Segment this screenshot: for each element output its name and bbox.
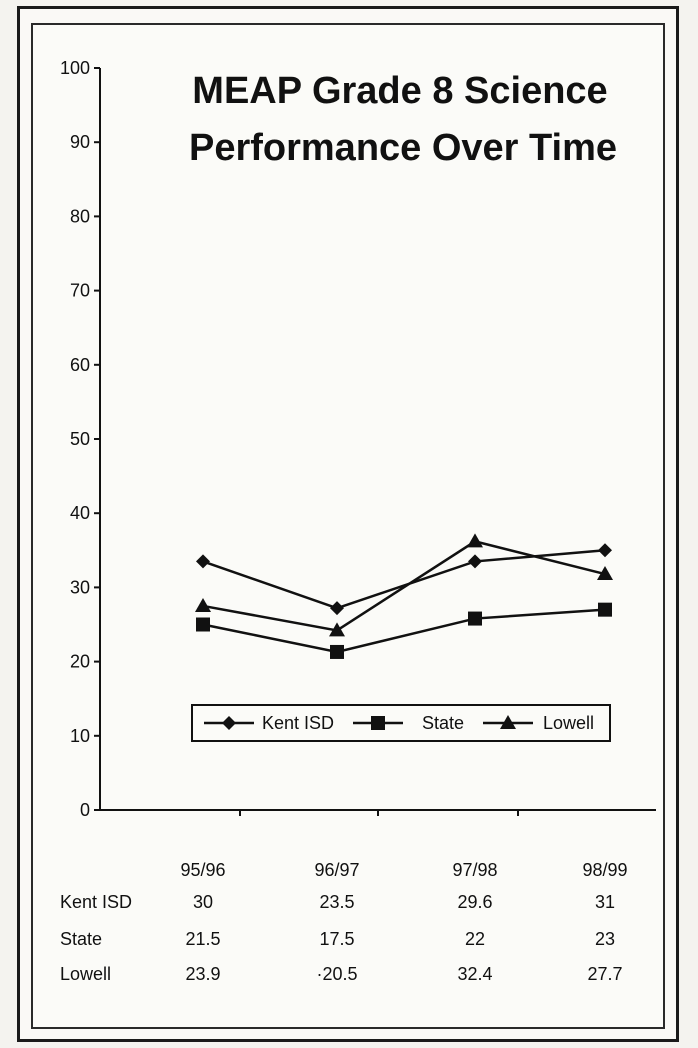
legend: Kent ISD State Lowell (191, 704, 611, 742)
axes (99, 68, 656, 816)
table-cell-1-3: 23 (595, 929, 615, 949)
y-tick-label-2: 20 (70, 652, 90, 672)
series-layer (195, 533, 613, 659)
series-2-point-3 (597, 566, 613, 581)
series-0-point-0 (196, 554, 210, 569)
series-line-lowell (202, 540, 606, 632)
legend-marker-1 (371, 716, 385, 730)
table-cell-1-2: 22 (465, 929, 485, 949)
y-tick-label-1: 10 (70, 726, 90, 746)
series-2-point-1 (329, 622, 345, 637)
y-axis-ticks: 0 10 20 30 40 50 60 70 80 90 100 (60, 58, 100, 820)
table-header-2: 97/98 (452, 860, 497, 880)
table-header-1: 96/97 (314, 860, 359, 880)
table-cell-2-2: 32.4 (457, 964, 492, 984)
series-line-state (202, 608, 606, 654)
series-0-point-1 (330, 601, 344, 616)
table-cell-0-0: 30 (193, 892, 213, 912)
table-cell-1-1: 17.5 (319, 929, 354, 949)
table-row-label-2: Lowell (60, 964, 111, 984)
y-tick-label-3: 30 (70, 577, 90, 597)
y-tick-label-8: 80 (70, 206, 90, 226)
legend-marker-0 (222, 716, 236, 730)
legend-label-2: Lowell (543, 713, 594, 733)
legend-label-1: State (422, 713, 464, 733)
series-1-point-1 (330, 644, 344, 659)
legend-label-0: Kent ISD (262, 713, 334, 733)
series-0-point-3 (598, 543, 612, 558)
chart-title: MEAP Grade 8 Science Performance Over Ti… (189, 70, 617, 169)
table-header-0: 95/96 (180, 860, 225, 880)
legend-marker-2 (500, 715, 516, 729)
table-cell-2-0: 23.9 (185, 964, 220, 984)
table-cell-0-3: 31 (595, 892, 615, 912)
chart-inner-frame (31, 23, 665, 1029)
table-cell-2-1: ·20.5 (316, 964, 357, 984)
y-tick-label-10: 100 (60, 58, 90, 78)
y-tick-label-0: 0 (80, 800, 90, 820)
table-cell-1-0: 21.5 (185, 929, 220, 949)
table-row-label-1: State (60, 929, 102, 949)
data-table: 95/96 96/97 97/98 98/99 Kent ISD 30 23.5 29.6 31… (60, 860, 628, 984)
y-tick-label-9: 90 (70, 132, 90, 152)
series-1-point-3 (598, 602, 612, 617)
table-cell-0-1: 23.5 (319, 892, 354, 912)
series-0-point-2 (468, 554, 482, 569)
y-tick-label-5: 50 (70, 429, 90, 449)
table-cell-0-2: 29.6 (457, 892, 492, 912)
table-header-3: 98/99 (582, 860, 627, 880)
table-cell-2-3: 27.7 (587, 964, 622, 984)
series-2-point-0 (195, 597, 211, 612)
y-tick-label-6: 60 (70, 355, 90, 375)
chart-title-line-1: MEAP Grade 8 Science (192, 70, 607, 112)
chart-title-line-2: Performance Over Time (189, 127, 617, 169)
y-tick-label-7: 70 (70, 281, 90, 301)
y-tick-label-4: 40 (70, 503, 90, 523)
table-row-label-0: Kent ISD (60, 892, 132, 912)
series-2-point-2 (467, 533, 483, 548)
series-1-point-2 (468, 611, 482, 626)
series-1-point-0 (196, 617, 210, 632)
